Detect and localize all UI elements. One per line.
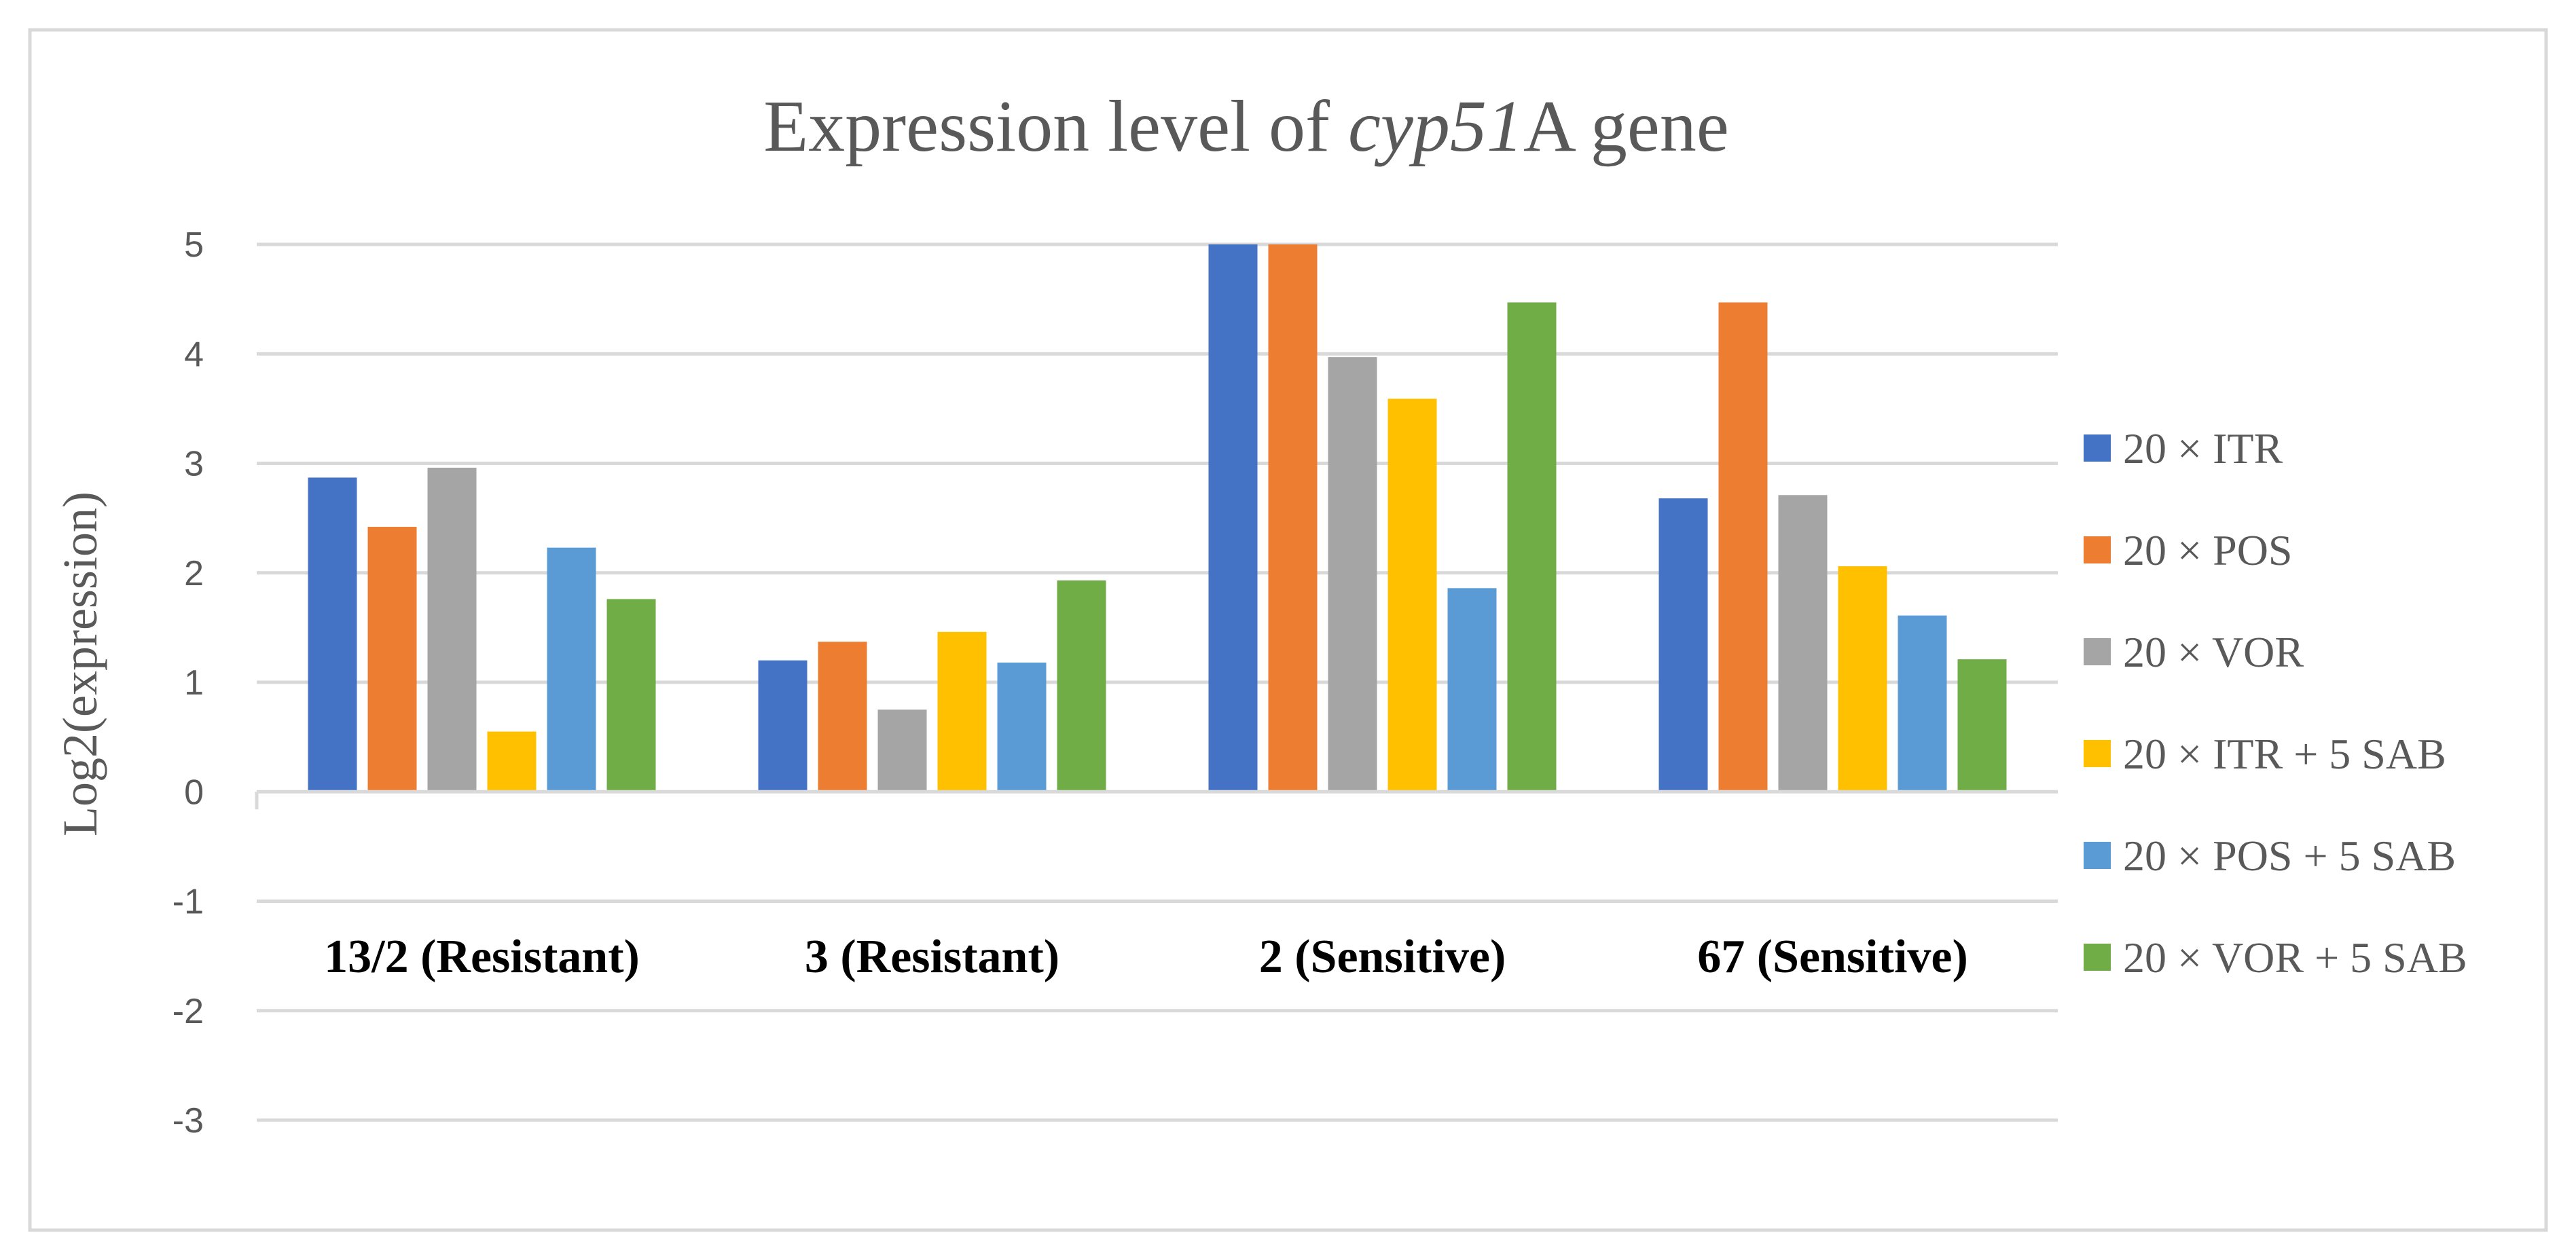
legend-swatch: [2084, 842, 2111, 869]
bar: [1838, 566, 1887, 792]
chart-title-suffix: A gene: [1523, 86, 1729, 167]
y-tick-label: 0: [184, 773, 204, 812]
chart-title: Expression level of cyp51A gene: [763, 86, 1729, 167]
bar: [487, 731, 537, 792]
bars: [255, 244, 2007, 810]
legend-label: 20 × VOR + 5 SAB: [2123, 933, 2467, 982]
bar: [547, 547, 596, 792]
bar: [1658, 498, 1708, 792]
bar: [997, 662, 1047, 792]
bar: [1387, 399, 1437, 792]
bar: [367, 527, 417, 792]
category-label: 3 (Resistant): [805, 931, 1059, 983]
legend-swatch: [2084, 638, 2111, 665]
bar: [1507, 302, 1557, 792]
legend-label: 20 × VOR: [2123, 628, 2304, 676]
chart-title-italic: cyp51: [1348, 86, 1523, 167]
y-axis-label: Log2(expression): [53, 492, 107, 836]
y-tick-label: 5: [184, 225, 204, 265]
legend-label: 20 × ITR: [2123, 424, 2283, 472]
y-tick-labels: 5 4 3 2 1 0 -1 -2 -3: [173, 225, 204, 1141]
y-tick-label: -1: [173, 883, 204, 922]
bar: [1208, 244, 1258, 792]
bar: [1957, 659, 2007, 792]
legend: 20 × ITR 20 × POS 20 × VOR 20 × ITR + 5 SAB…: [2084, 424, 2467, 982]
category-label: 67 (Sensitive): [1697, 931, 1968, 983]
bar: [606, 599, 656, 792]
y-tick-label: -2: [173, 992, 204, 1031]
bar: [1328, 357, 1377, 792]
legend-swatch: [2084, 536, 2111, 563]
category-label: 2 (Sensitive): [1259, 931, 1506, 983]
legend-label: 20 × POS: [2123, 526, 2293, 574]
legend-label: 20 × POS + 5 SAB: [2123, 832, 2456, 880]
bar: [1268, 244, 1318, 792]
category-labels: 13/2 (Resistant) 3 (Resistant) 2 (Sensitiv…: [324, 931, 1968, 983]
bar: [1057, 580, 1106, 792]
bar: [427, 467, 477, 792]
y-tick-label: -3: [173, 1101, 204, 1141]
bar: [818, 642, 867, 792]
legend-swatch: [2084, 740, 2111, 767]
legend-label: 20 × ITR + 5 SAB: [2123, 730, 2446, 778]
bar: [937, 631, 987, 792]
category-label: 13/2 (Resistant): [324, 931, 640, 983]
bar: [877, 709, 927, 792]
bar: [1718, 302, 1768, 792]
bar: [758, 660, 808, 792]
y-tick-label: 4: [184, 335, 204, 374]
y-tick-label: 3: [184, 445, 204, 484]
bar: [1778, 495, 1828, 792]
legend-swatch: [2084, 944, 2111, 971]
bar: [1898, 615, 1947, 792]
y-tick-label: 2: [184, 554, 204, 593]
y-tick-label: 1: [184, 663, 204, 703]
bar: [1447, 588, 1497, 792]
legend-swatch: [2084, 434, 2111, 462]
chart-title-prefix: Expression level of: [763, 86, 1348, 167]
bar: [308, 477, 357, 792]
